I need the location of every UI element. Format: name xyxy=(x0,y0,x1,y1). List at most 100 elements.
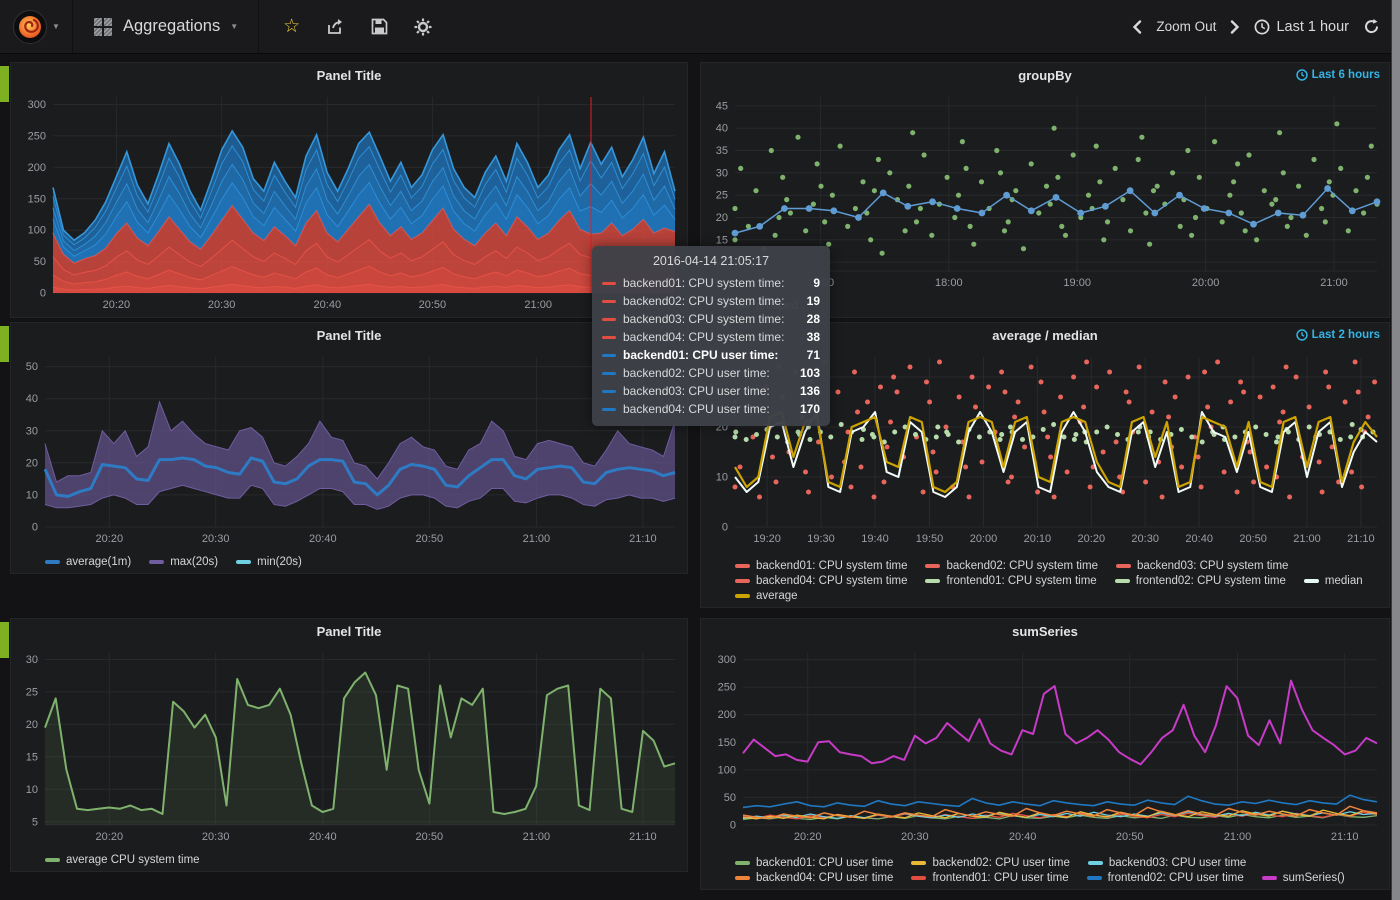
svg-text:15: 15 xyxy=(716,234,728,246)
panel-title[interactable]: Panel Title xyxy=(316,624,382,639)
time-back-chevron-icon[interactable] xyxy=(1132,19,1142,34)
svg-text:21:10: 21:10 xyxy=(629,831,657,843)
legend-item[interactable]: average CPU system time xyxy=(45,854,200,866)
zoom-out-button[interactable]: Zoom Out xyxy=(1156,19,1217,34)
panel-title[interactable]: Panel Title xyxy=(316,328,382,343)
panel-avg-max-min: Panel Title 0 10 20 30 40 50 20:20 20:30 20:40 20… xyxy=(10,322,688,574)
tooltip-row: backend02: CPU system time: 19 xyxy=(602,292,820,310)
svg-text:50: 50 xyxy=(26,361,38,373)
chart-area[interactable]: 0 10 20 30 40 50 20:20 20:30 20:40 20:50 21:00 21:1… xyxy=(15,349,683,547)
legend-item[interactable]: backend02: CPU system time xyxy=(925,560,1098,572)
svg-text:20:40: 20:40 xyxy=(309,831,337,843)
legend-item[interactable]: average xyxy=(735,590,798,602)
legend-item[interactable]: min(20s) xyxy=(236,556,302,568)
svg-text:50: 50 xyxy=(34,256,46,268)
svg-text:20:20: 20:20 xyxy=(794,831,822,843)
svg-text:35: 35 xyxy=(716,145,728,157)
scrollbar[interactable] xyxy=(1391,0,1400,900)
svg-text:45: 45 xyxy=(716,100,728,112)
dashboard-picker[interactable]: Aggregations ▼ xyxy=(73,0,260,53)
svg-text:20:30: 20:30 xyxy=(1131,533,1159,545)
legend-item[interactable]: median xyxy=(1303,575,1363,587)
svg-text:15: 15 xyxy=(26,751,38,763)
panel-title[interactable]: sumSeries xyxy=(1012,624,1078,639)
svg-text:20:10: 20:10 xyxy=(1024,533,1052,545)
grafana-logo-icon xyxy=(13,9,48,44)
settings-gear-icon[interactable] xyxy=(414,18,432,36)
chart-area[interactable]: 0 50 100 150 200 250 300 20:20 20:30 20:40 20:50 21… xyxy=(705,645,1385,845)
svg-text:20:40: 20:40 xyxy=(1009,831,1037,843)
chart-legend: average(1m) max(20s) min(20s) xyxy=(15,553,683,568)
chart-canvas[interactable]: 5 10 15 20 25 30 20:20 20:30 20:40 20:50 21:00 21:1… xyxy=(15,645,683,845)
chart-canvas[interactable]: 0 50 100 150 200 250 300 20:20 20:30 20:40 20:50 21… xyxy=(705,645,1385,845)
svg-text:20: 20 xyxy=(26,457,38,469)
row-handle[interactable] xyxy=(0,66,9,102)
svg-text:25: 25 xyxy=(26,686,38,698)
svg-text:20:50: 20:50 xyxy=(419,299,447,311)
tooltip-row: backend03: CPU user time: 136 xyxy=(602,382,820,400)
svg-text:21:10: 21:10 xyxy=(1347,533,1375,545)
svg-text:30: 30 xyxy=(716,167,728,179)
legend-item[interactable]: backend04: CPU system time xyxy=(735,575,907,587)
chart-area[interactable]: 5 10 15 20 25 30 20:20 20:30 20:40 20:50 21:00 21:1… xyxy=(15,645,683,845)
svg-text:30: 30 xyxy=(26,425,38,437)
legend-item[interactable]: backend03: CPU system time xyxy=(1115,560,1288,572)
legend-item[interactable]: frontend01: CPU user time xyxy=(911,872,1069,884)
legend-item[interactable]: backend02: CPU user time xyxy=(911,857,1070,869)
panel-sumseries: sumSeries 0 50 100 150 200 250 300 20:20 20:30 20… xyxy=(700,618,1390,890)
grafana-logo-menu[interactable]: ▼ xyxy=(0,0,73,53)
svg-text:20:40: 20:40 xyxy=(314,299,342,311)
favorite-star-icon[interactable]: ☆ xyxy=(283,16,301,37)
panel-title[interactable]: groupBy xyxy=(1018,68,1072,83)
time-forward-chevron-icon[interactable] xyxy=(1230,19,1240,34)
svg-text:150: 150 xyxy=(718,737,736,749)
legend-item[interactable]: backend04: CPU user time xyxy=(735,872,893,884)
svg-text:19:20: 19:20 xyxy=(753,533,781,545)
time-range-picker[interactable]: Last 1 hour xyxy=(1254,19,1349,35)
time-range-badge[interactable]: Last 2 hours xyxy=(1295,329,1380,341)
svg-text:100: 100 xyxy=(718,764,736,776)
navbar: ▼ Aggregations ▼ ☆ xyxy=(0,0,1400,54)
legend-item[interactable]: average(1m) xyxy=(45,556,131,568)
row-handle[interactable] xyxy=(0,326,9,362)
row-handle[interactable] xyxy=(0,622,9,658)
legend-item[interactable]: frontend01: CPU system time xyxy=(925,575,1097,587)
panel-title[interactable]: average / median xyxy=(992,328,1098,343)
tooltip-timestamp: 2016-04-14 21:05:17 xyxy=(652,254,770,268)
tooltip-row: backend01: CPU user time: 71 xyxy=(602,346,820,364)
time-range-badge[interactable]: Last 6 hours xyxy=(1295,69,1380,81)
legend-item[interactable]: max(20s) xyxy=(149,556,218,568)
svg-text:19:30: 19:30 xyxy=(807,533,835,545)
refresh-icon[interactable] xyxy=(1363,18,1380,35)
svg-text:20:30: 20:30 xyxy=(901,831,929,843)
share-icon[interactable] xyxy=(326,18,345,36)
chart-canvas[interactable]: 0 10 20 30 40 50 20:20 20:30 20:40 20:50 21:00 21:1… xyxy=(15,349,683,547)
svg-text:19:40: 19:40 xyxy=(861,533,889,545)
save-icon[interactable] xyxy=(371,18,388,35)
svg-text:50: 50 xyxy=(724,792,736,804)
legend-item[interactable]: frontend02: CPU system time xyxy=(1114,575,1286,587)
legend-item[interactable]: backend03: CPU user time xyxy=(1087,857,1246,869)
legend-item[interactable]: backend01: CPU user time xyxy=(735,857,893,869)
svg-text:200: 200 xyxy=(718,709,736,721)
dashboard-title: Aggregations xyxy=(123,17,221,35)
svg-text:300: 300 xyxy=(718,654,736,666)
panel-title[interactable]: Panel Title xyxy=(316,68,382,83)
svg-text:0: 0 xyxy=(722,522,728,534)
clock-icon xyxy=(1254,19,1270,34)
chevron-down-icon: ▼ xyxy=(52,22,60,31)
chart-canvas[interactable]: 0 50 100 150 200 250 300 20:20 20:30 20:40 20:50 21… xyxy=(15,89,683,313)
svg-text:20:20: 20:20 xyxy=(103,299,131,311)
tooltip-row: backend02: CPU user time: 103 xyxy=(602,364,820,382)
svg-text:21:10: 21:10 xyxy=(629,533,657,545)
svg-text:10: 10 xyxy=(716,472,728,484)
svg-text:20:50: 20:50 xyxy=(1239,533,1267,545)
svg-text:20:20: 20:20 xyxy=(96,831,124,843)
chart-area[interactable]: 0 50 100 150 200 250 300 20:20 20:30 20:40 20:50 21… xyxy=(15,89,683,313)
legend-item[interactable]: sumSeries() xyxy=(1261,872,1345,884)
legend-item[interactable]: backend01: CPU system time xyxy=(735,560,907,572)
svg-text:300: 300 xyxy=(28,99,46,111)
legend-item[interactable]: frontend02: CPU user time xyxy=(1086,872,1244,884)
svg-text:20:50: 20:50 xyxy=(1116,831,1144,843)
tooltip-row: backend04: CPU user time: 170 xyxy=(602,400,820,418)
